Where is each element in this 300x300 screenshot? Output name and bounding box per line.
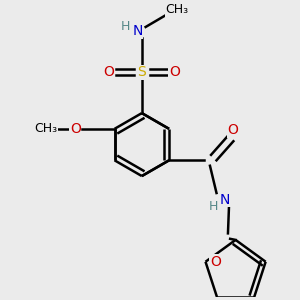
Text: O: O [210, 255, 221, 269]
Text: H: H [121, 20, 130, 34]
Text: H: H [209, 200, 218, 213]
Text: S: S [137, 65, 146, 79]
Text: O: O [104, 65, 115, 79]
Text: O: O [169, 65, 180, 79]
Text: N: N [132, 24, 142, 38]
Text: O: O [70, 122, 81, 136]
Text: CH₃: CH₃ [166, 3, 189, 16]
Text: N: N [220, 193, 230, 207]
Text: O: O [227, 123, 238, 137]
Text: CH₃: CH₃ [34, 122, 57, 135]
